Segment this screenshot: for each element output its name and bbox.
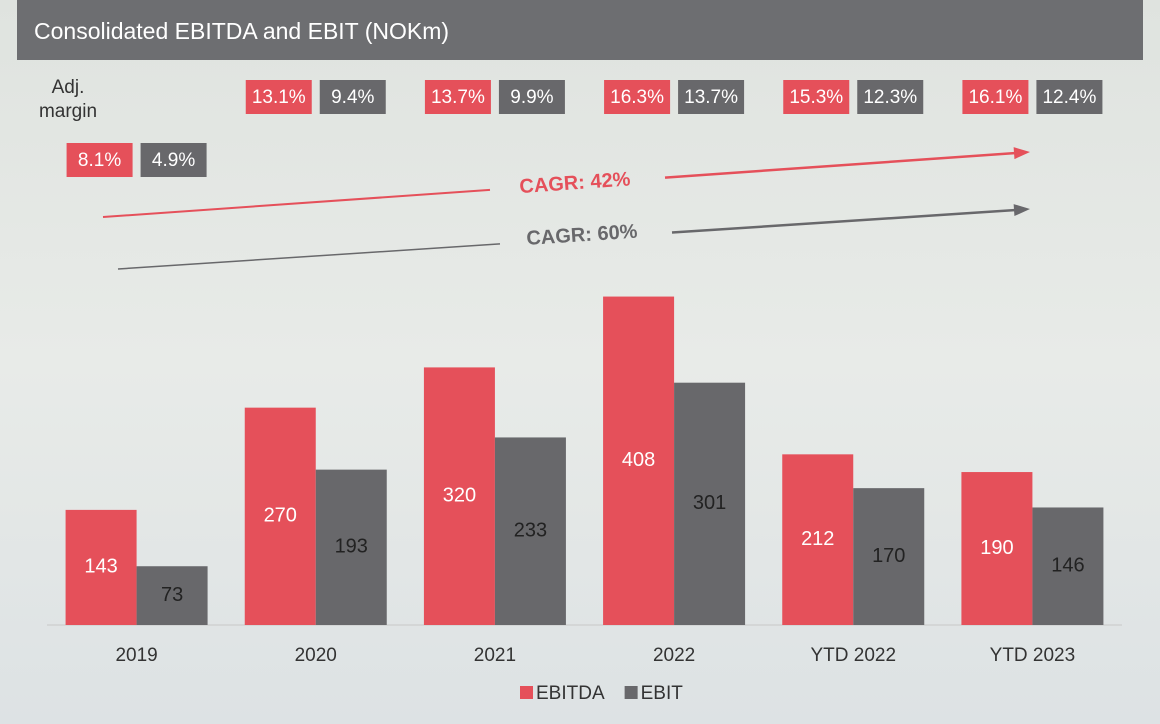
bar	[136, 566, 208, 625]
margin-box	[1036, 80, 1103, 114]
margin-label: 16.1%	[968, 87, 1022, 108]
bar	[423, 367, 495, 625]
value-label: 143	[84, 556, 117, 578]
x-tick-label: YTD 2023	[990, 645, 1076, 666]
bar	[65, 509, 137, 625]
value-label: 73	[161, 584, 183, 606]
arrow-line	[117, 243, 501, 270]
arrow-line	[671, 208, 1017, 234]
value-label: 146	[1051, 555, 1084, 577]
margin-box	[424, 80, 491, 114]
bar	[782, 454, 854, 625]
margin-label: 13.7%	[684, 87, 738, 108]
margin-label: 8.1%	[78, 150, 121, 171]
title-bar	[17, 0, 1143, 60]
margin-label: 12.3%	[863, 87, 917, 108]
value-label: 320	[443, 484, 476, 506]
bar	[853, 488, 925, 625]
x-tick-label: 2021	[474, 645, 516, 666]
margin-label: 4.9%	[152, 150, 195, 171]
x-tick-label: YTD 2022	[810, 645, 896, 666]
chart-title: Consolidated EBITDA and EBIT (NOKm)	[34, 18, 449, 44]
legend-swatch	[624, 686, 638, 699]
margin-label: 13.7%	[431, 87, 485, 108]
margin-box	[245, 80, 312, 114]
value-label: 408	[622, 449, 655, 471]
bar	[494, 437, 566, 625]
arrow-head	[1013, 204, 1030, 217]
x-tick-label: 2019	[115, 645, 157, 666]
legend-label: EBIT	[641, 683, 684, 704]
margin-label: Adj. margin	[38, 77, 98, 122]
bar	[244, 407, 316, 625]
bar	[315, 469, 387, 625]
value-label: 301	[693, 492, 726, 514]
arrow-line	[102, 188, 491, 218]
margin-label: 13.1%	[252, 87, 306, 108]
value-label: 212	[801, 528, 834, 550]
margin-box	[857, 80, 924, 114]
bar	[603, 296, 675, 625]
legend-label: EBITDA	[536, 683, 605, 704]
arrow-head	[1013, 147, 1030, 160]
margin-label: 12.4%	[1042, 87, 1096, 108]
bar	[1032, 507, 1104, 625]
bar	[674, 382, 746, 625]
margin-box	[140, 143, 207, 177]
value-label: 193	[335, 536, 368, 558]
margin-label: 16.3%	[610, 87, 664, 108]
bar	[961, 472, 1033, 625]
value-label: 170	[872, 545, 905, 567]
margin-box	[498, 80, 565, 114]
margin-label: 15.3%	[789, 87, 843, 108]
legend-swatch	[520, 686, 533, 699]
arrow-line	[664, 151, 1017, 179]
margin-label: 9.4%	[331, 87, 374, 108]
margin-label: 9.9%	[510, 87, 553, 108]
margin-box	[783, 80, 850, 114]
x-tick-label: 2020	[295, 645, 337, 666]
margin-box	[604, 80, 671, 114]
margin-box	[319, 80, 386, 114]
value-label: 190	[980, 537, 1013, 559]
margin-box	[962, 80, 1029, 114]
margin-box	[66, 143, 133, 177]
value-label: 233	[514, 519, 547, 541]
x-tick-label: 2022	[653, 645, 695, 666]
value-label: 270	[264, 505, 297, 527]
margin-box	[678, 80, 745, 114]
